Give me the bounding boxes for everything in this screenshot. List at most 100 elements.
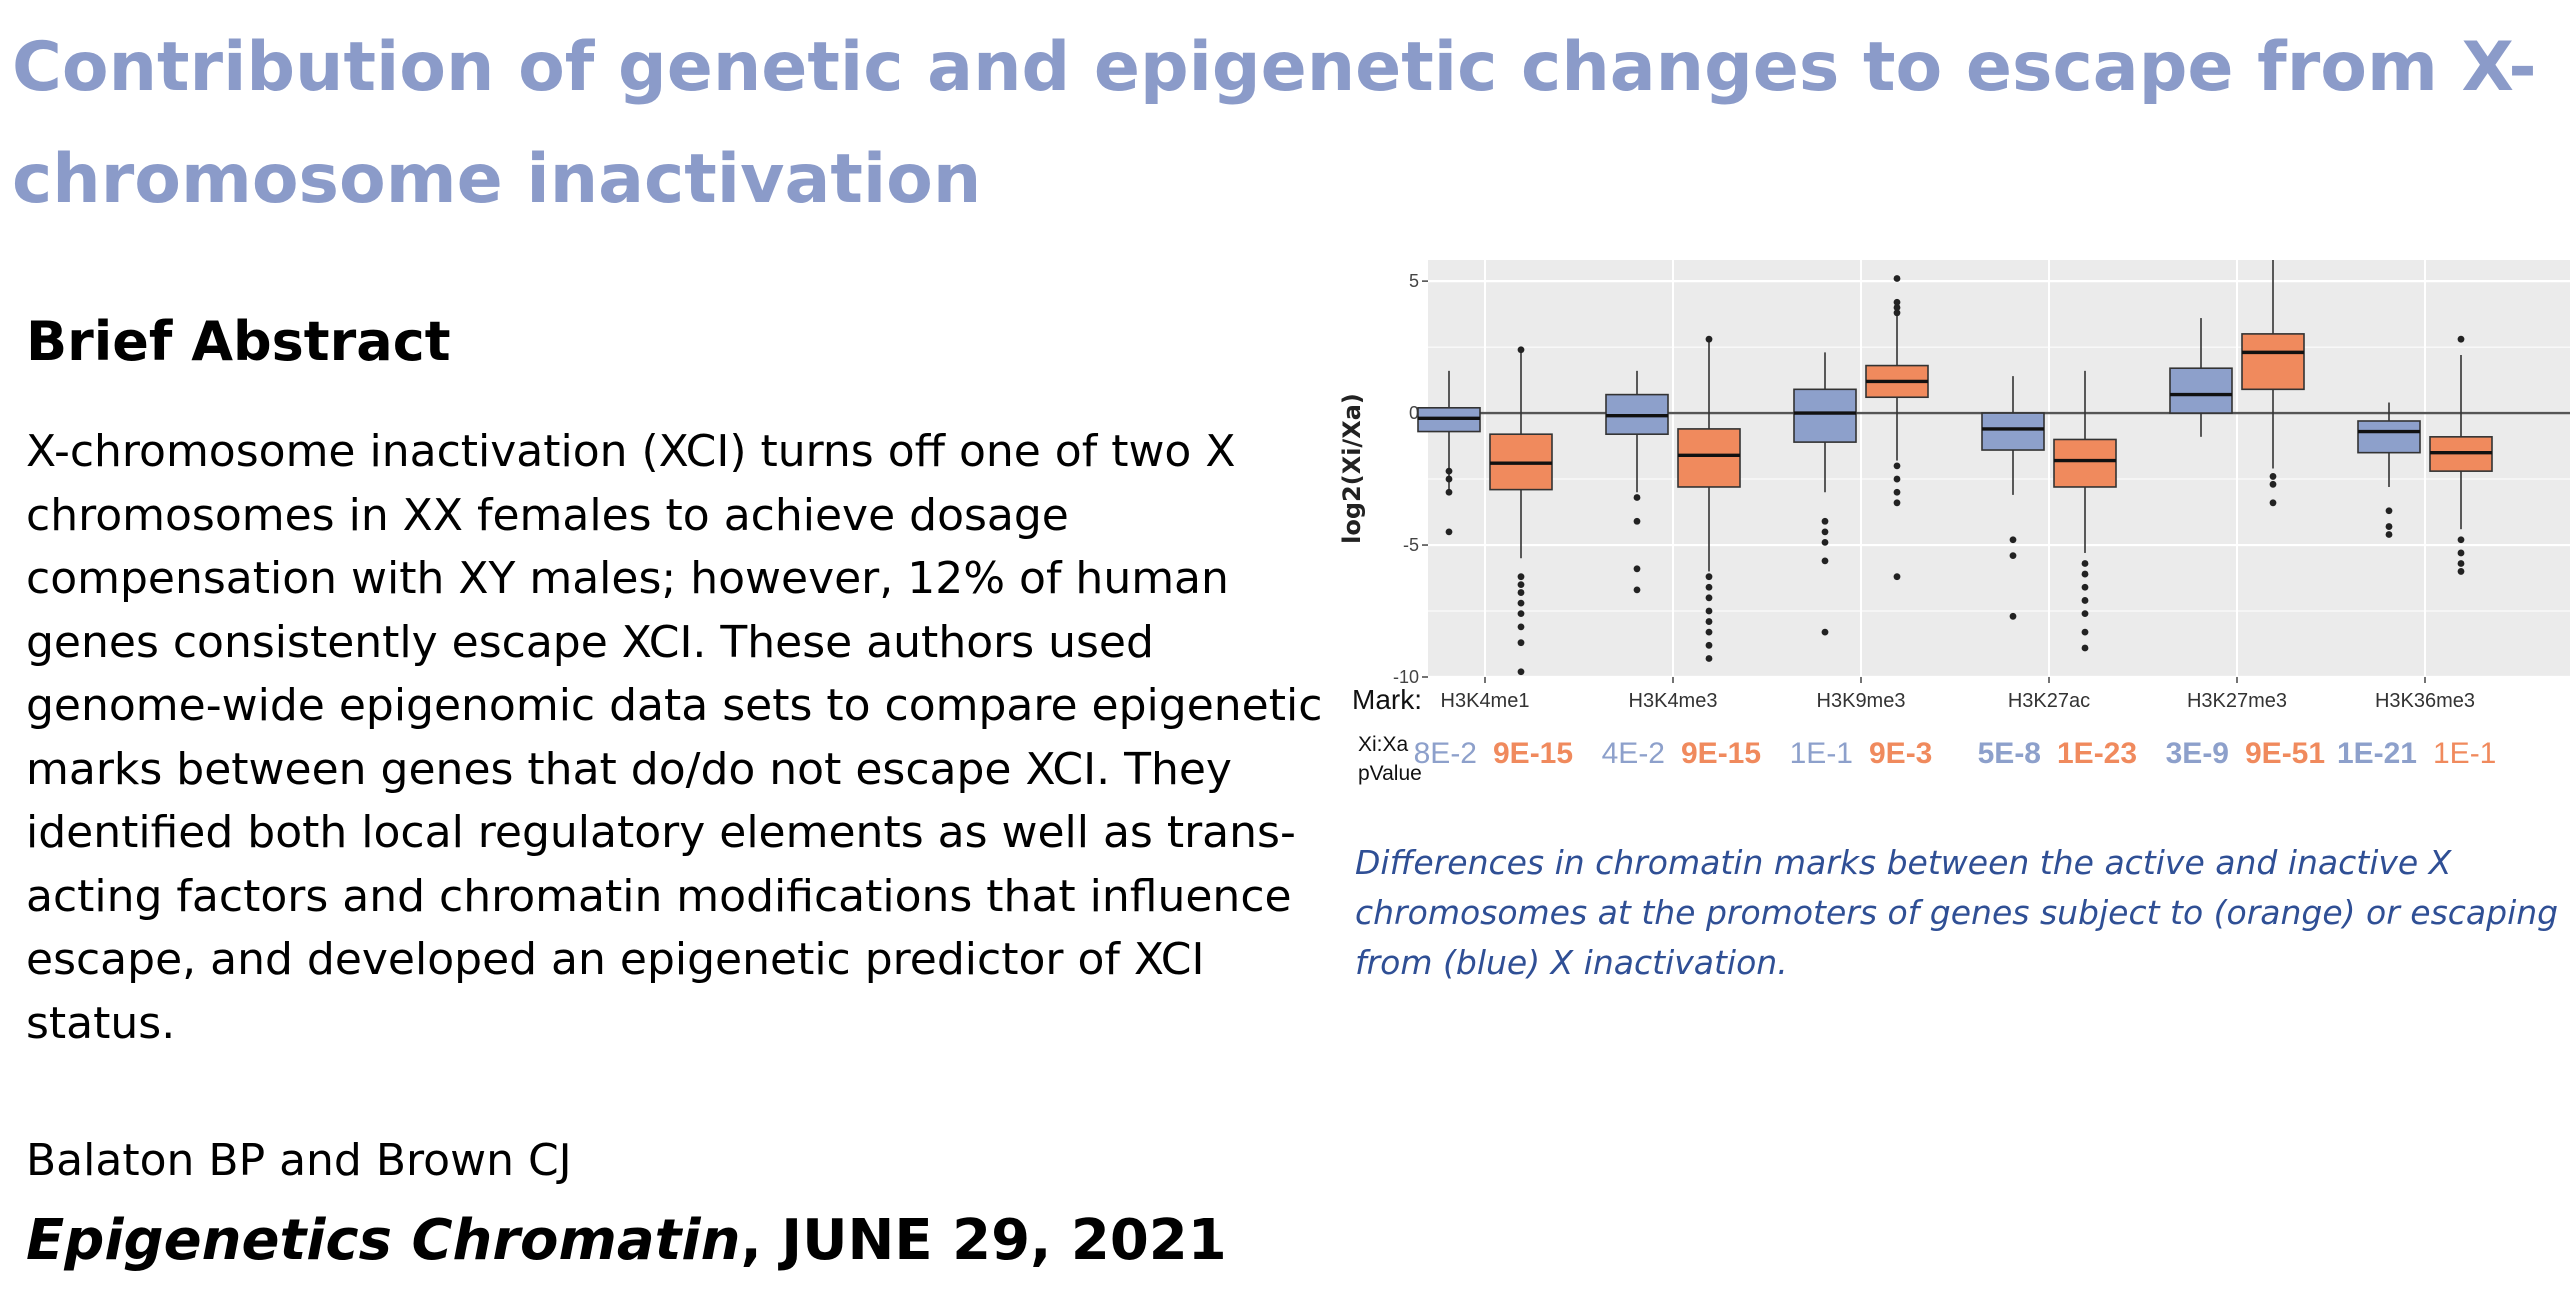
outlier-point bbox=[1821, 557, 1829, 565]
abstract-heading: Brief Abstract bbox=[26, 310, 451, 373]
outlier-point bbox=[1705, 655, 1713, 662]
outlier-point bbox=[1633, 517, 1641, 525]
outlier-point bbox=[1893, 573, 1901, 581]
outlier-point bbox=[1893, 499, 1901, 507]
x-tick-label: H3K36me3 bbox=[2375, 690, 2475, 712]
outlier-point bbox=[1517, 610, 1525, 618]
box-subject-H3K9me3 bbox=[1865, 275, 1929, 581]
outlier-point bbox=[2081, 628, 2089, 636]
outlier-point bbox=[1705, 618, 1713, 625]
pvalue-escape: 8E-2 bbox=[1414, 737, 1477, 770]
outlier-point bbox=[2385, 507, 2393, 515]
outlier-point bbox=[2009, 552, 2017, 559]
pvalue-subject: 9E-3 bbox=[1869, 737, 1932, 770]
outlier-point bbox=[1893, 488, 1901, 496]
outlier-point bbox=[1705, 573, 1713, 581]
pvalue-subject: 9E-15 bbox=[1493, 737, 1573, 770]
pvalue-subject: 1E-1 bbox=[2433, 737, 2496, 770]
pvalue-escape: 3E-9 bbox=[2166, 737, 2229, 770]
boxplot-figure: 5 0 -5 -10 log2(Xi/Xa) H3K4me1 8E-2 9E-15 H3K4me… bbox=[1330, 255, 2570, 815]
outlier-point bbox=[1633, 494, 1641, 501]
outlier-point bbox=[1633, 586, 1641, 594]
outlier-point bbox=[2081, 644, 2089, 652]
x-tick-label: H3K27me3 bbox=[2187, 690, 2287, 712]
outlier-point bbox=[1517, 599, 1525, 607]
iqr-box bbox=[1981, 412, 2045, 451]
outlier-point bbox=[1633, 565, 1641, 573]
box-escape-H3K27ac bbox=[1981, 376, 2045, 620]
iqr-box bbox=[1677, 428, 1741, 488]
box-escape-H3K4me3 bbox=[1605, 370, 1669, 594]
outlier-point bbox=[1445, 488, 1453, 496]
outlier-point bbox=[2081, 610, 2089, 618]
y-tick-label: 0 bbox=[1409, 403, 1419, 423]
outlier-point bbox=[2457, 568, 2465, 575]
outlier-point bbox=[1893, 298, 1901, 306]
box-escape-H3K9me3 bbox=[1793, 352, 1857, 636]
box-subject-H3K4me1 bbox=[1489, 346, 1553, 676]
authors: Balaton BP and Brown CJ bbox=[26, 1135, 572, 1186]
outlier-point bbox=[1705, 583, 1713, 591]
x-tick-label: H3K9me3 bbox=[1817, 690, 1906, 712]
outlier-point bbox=[2269, 473, 2277, 480]
outlier-point bbox=[1705, 594, 1713, 602]
mark-row-label: Mark: bbox=[1352, 684, 1422, 715]
y-tick-label: -5 bbox=[1403, 535, 1419, 555]
outlier-point bbox=[1517, 346, 1525, 354]
publication-date: , JUNE 29, 2021 bbox=[740, 1208, 1227, 1273]
outlier-point bbox=[2269, 480, 2277, 488]
y-axis-title: log2(Xi/Xa) bbox=[1338, 393, 1366, 544]
outlier-point bbox=[2385, 531, 2393, 538]
outlier-point bbox=[2081, 570, 2089, 578]
pvalue-escape: 1E-1 bbox=[1790, 737, 1853, 770]
outlier-point bbox=[2009, 536, 2017, 544]
pvalue-subject: 9E-15 bbox=[1681, 737, 1761, 770]
outlier-point bbox=[1821, 517, 1829, 525]
figure-caption: Differences in chromatin marks between t… bbox=[1355, 843, 2559, 982]
outlier-point bbox=[1893, 475, 1901, 483]
outlier-point bbox=[2457, 536, 2465, 544]
outlier-point bbox=[1517, 573, 1525, 581]
iqr-box bbox=[1793, 388, 1857, 443]
box-subject-H3K27me3 bbox=[2241, 260, 2305, 507]
outlier-point bbox=[1821, 528, 1829, 536]
outlier-point bbox=[1517, 581, 1525, 589]
outlier-point bbox=[1517, 639, 1525, 647]
x-tick-label: H3K4me1 bbox=[1441, 690, 1530, 712]
outlier-point bbox=[1517, 623, 1525, 631]
journal-name: Epigenetics Chromatin bbox=[26, 1208, 741, 1273]
outlier-point bbox=[1517, 668, 1525, 676]
iqr-box bbox=[2053, 438, 2117, 488]
outlier-point bbox=[2385, 523, 2393, 530]
pvalue-escape: 4E-2 bbox=[1602, 737, 1665, 770]
outlier-point bbox=[1705, 641, 1713, 649]
outlier-point bbox=[2457, 549, 2465, 557]
box-subject-H3K27ac bbox=[2053, 370, 2117, 652]
outlier-point bbox=[1893, 462, 1901, 470]
outlier-point bbox=[1893, 304, 1901, 311]
outlier-point bbox=[2269, 499, 2277, 507]
page-title: Contribution of genetic and epigenetic c… bbox=[12, 28, 2537, 219]
plot-panel bbox=[1428, 260, 2570, 677]
iqr-box bbox=[2169, 367, 2233, 414]
outlier-point bbox=[1893, 309, 1901, 317]
box-escape-H3K36me3 bbox=[2357, 402, 2421, 538]
outlier-point bbox=[1893, 275, 1901, 282]
outlier-point bbox=[1445, 528, 1453, 536]
outlier-point bbox=[1821, 628, 1829, 636]
outlier-point bbox=[1705, 628, 1713, 636]
outlier-point bbox=[1821, 538, 1829, 546]
iqr-box bbox=[2241, 333, 2305, 391]
pvalue-escape: 1E-21 bbox=[2337, 737, 2417, 770]
y-tick-label: 5 bbox=[1409, 271, 1419, 291]
outlier-point bbox=[2081, 583, 2089, 591]
box-escape-H3K27me3 bbox=[2169, 318, 2233, 437]
journal-citation: Epigenetics Chromatin, JUNE 29, 2021 bbox=[26, 1208, 1227, 1273]
box-escape-H3K4me1 bbox=[1417, 370, 1481, 536]
pvalue-row-label: pValue bbox=[1358, 762, 1422, 785]
x-tick-label: H3K27ac bbox=[2008, 690, 2090, 712]
outlier-point bbox=[2457, 560, 2465, 567]
pvalue-escape: 5E-8 bbox=[1978, 737, 2041, 770]
abstract-body: X-chromosome inactivation (XCI) turns of… bbox=[26, 426, 1323, 1049]
outlier-point bbox=[2009, 612, 2017, 620]
